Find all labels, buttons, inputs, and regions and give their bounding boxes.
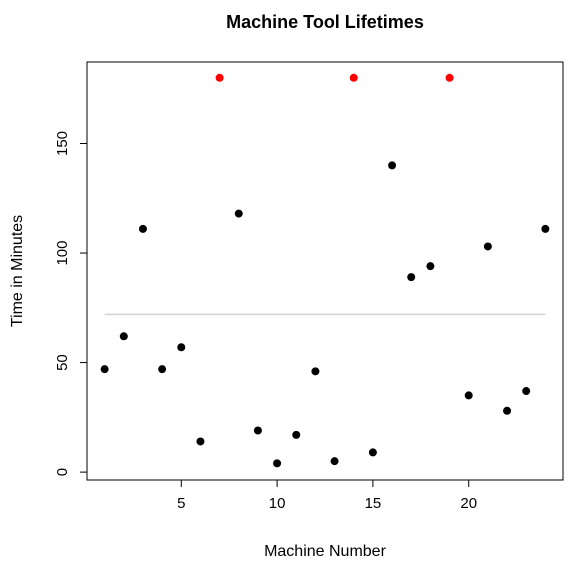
x-tick-label: 5	[177, 495, 185, 512]
data-points	[100, 73, 550, 468]
x-tick-label: 15	[365, 495, 382, 512]
censored-point	[349, 73, 358, 82]
data-point	[483, 242, 492, 251]
data-point	[177, 343, 186, 352]
data-point	[330, 457, 339, 466]
data-point	[311, 367, 320, 376]
data-point	[426, 262, 435, 271]
data-point	[119, 332, 128, 341]
y-axis: 0 50 100 150	[54, 131, 87, 476]
data-point	[388, 161, 397, 170]
data-point	[292, 430, 301, 439]
data-point	[234, 209, 243, 218]
data-point	[464, 391, 473, 400]
x-axis: 5 10 15 20	[177, 480, 477, 512]
censored-point	[215, 73, 224, 82]
data-point	[503, 406, 512, 415]
data-point	[273, 459, 282, 468]
data-point	[522, 387, 531, 396]
chart-title: Machine Tool Lifetimes	[226, 12, 424, 32]
y-tick-label: 0	[54, 468, 71, 476]
data-point	[407, 273, 416, 282]
y-tick-label: 50	[54, 354, 71, 371]
data-point	[100, 365, 109, 374]
y-tick-label: 150	[54, 131, 71, 156]
data-point	[253, 426, 262, 435]
data-point	[541, 224, 550, 233]
x-tick-label: 20	[460, 495, 477, 512]
y-axis-label: Time in Minutes	[9, 215, 26, 327]
data-point	[196, 437, 205, 446]
data-point	[158, 365, 167, 374]
x-axis-label: Machine Number	[264, 543, 387, 560]
data-point	[368, 448, 377, 457]
x-tick-label: 10	[269, 495, 286, 512]
censored-point	[445, 73, 454, 82]
y-tick-label: 100	[54, 241, 71, 266]
plot-frame	[86, 61, 564, 481]
data-point	[138, 224, 147, 233]
